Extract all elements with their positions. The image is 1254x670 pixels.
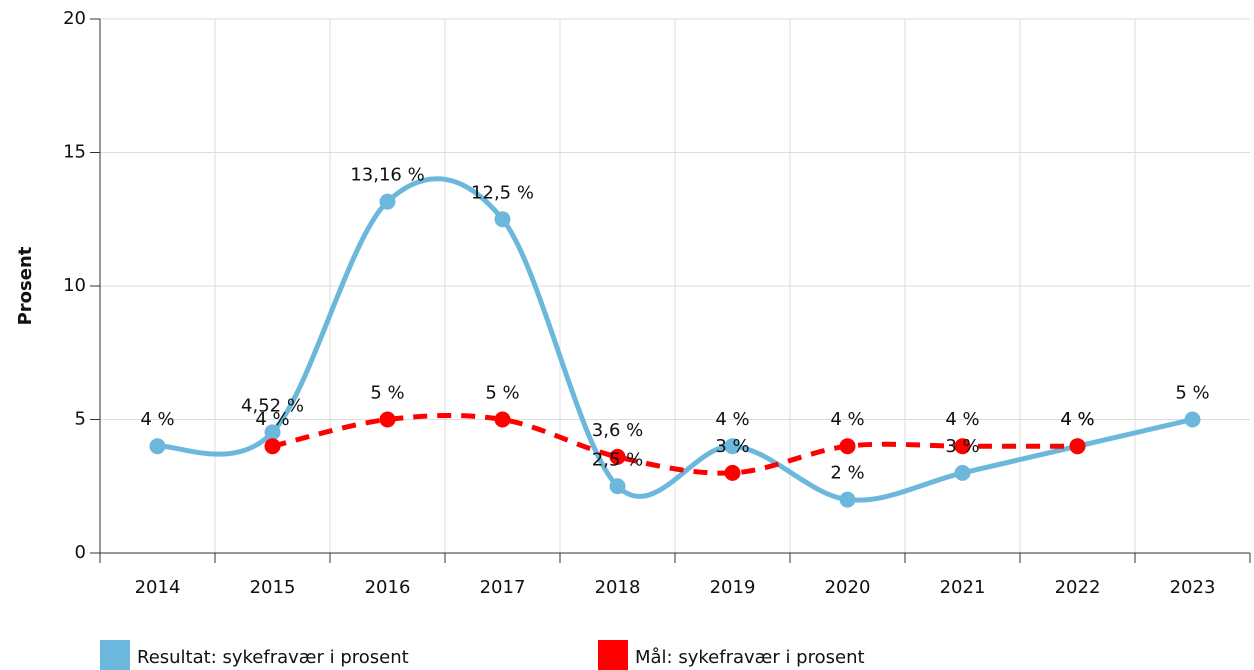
legend-swatch xyxy=(100,640,130,670)
data-label: 4 % xyxy=(830,409,864,430)
y-tick-label: 15 xyxy=(63,142,86,163)
point xyxy=(954,438,971,455)
point xyxy=(494,411,511,428)
data-label: 4 % xyxy=(255,409,289,430)
y-axis-label: Prosent xyxy=(15,246,36,325)
data-label: 4 % xyxy=(140,409,174,430)
data-label: 12,5 % xyxy=(471,182,534,203)
point xyxy=(609,478,626,495)
y-tick-label: 5 xyxy=(75,409,86,430)
point xyxy=(379,411,396,428)
point xyxy=(149,438,166,455)
point xyxy=(839,438,856,455)
x-tick-label: 2022 xyxy=(1055,577,1101,598)
data-label: 3 % xyxy=(715,436,749,457)
x-tick-label: 2023 xyxy=(1170,577,1216,598)
point xyxy=(724,438,741,455)
x-tick-label: 2016 xyxy=(365,577,411,598)
point xyxy=(1184,411,1201,428)
data-label: 2,5 % xyxy=(592,449,643,470)
data-label: 13,16 % xyxy=(350,165,424,186)
point xyxy=(954,464,971,481)
point xyxy=(724,464,741,481)
x-tick-label: 2021 xyxy=(940,577,986,598)
x-tick-label: 2018 xyxy=(595,577,641,598)
data-label: 5 % xyxy=(485,383,519,404)
data-label: 5 % xyxy=(1175,383,1209,404)
point xyxy=(379,193,396,210)
x-tick-label: 2019 xyxy=(710,577,756,598)
point xyxy=(264,438,281,455)
point xyxy=(609,448,626,465)
legend-swatch xyxy=(598,640,628,670)
y-tick-label: 10 xyxy=(63,275,86,296)
point xyxy=(1069,438,1086,455)
y-tick-label: 20 xyxy=(63,8,86,29)
legend-label: Mål: sykefravær i prosent xyxy=(635,647,865,668)
data-label: 2 % xyxy=(830,463,864,484)
y-tick-label: 0 xyxy=(75,542,86,563)
data-label: 3,6 % xyxy=(592,420,643,441)
data-label: 5 % xyxy=(370,383,404,404)
x-tick-label: 2020 xyxy=(825,577,871,598)
point xyxy=(839,491,856,508)
data-label: 3 % xyxy=(945,436,979,457)
x-tick-label: 2014 xyxy=(135,577,181,598)
point xyxy=(494,211,511,228)
data-label: 4 % xyxy=(715,409,749,430)
legend-label: Resultat: sykefravær i prosent xyxy=(137,647,409,668)
data-label: 4 % xyxy=(1060,409,1094,430)
point xyxy=(264,424,281,441)
data-label: 4,52 % xyxy=(241,395,304,416)
series-line xyxy=(271,412,1078,476)
data-label: 4 % xyxy=(945,409,979,430)
data-label: 4 % xyxy=(1060,409,1094,430)
x-tick-label: 2015 xyxy=(250,577,296,598)
x-tick-label: 2017 xyxy=(480,577,526,598)
